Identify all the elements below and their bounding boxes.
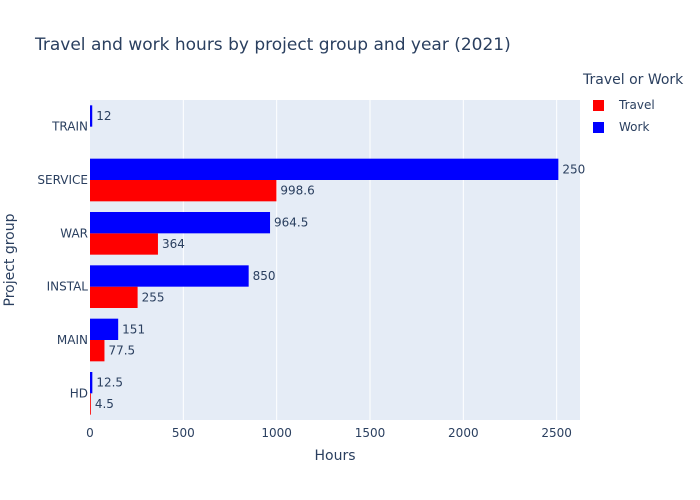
data-label: 250 [562, 162, 585, 176]
data-label: 151 [122, 322, 145, 336]
legend-label-travel: Travel [619, 98, 655, 112]
legend-swatch-work [593, 121, 604, 133]
legend-item-work[interactable]: Work [593, 116, 683, 138]
x-tick-label: 1500 [355, 426, 386, 440]
legend: Travel or Work Travel Work [583, 72, 683, 138]
bars [90, 105, 559, 415]
data-label: 850 [253, 269, 276, 283]
bar-travel[interactable] [90, 233, 158, 255]
bar-travel[interactable] [90, 340, 105, 362]
data-labels: 4.5 77.5 255 364 998.6 12.5 151 850 964.5 250 12 [95, 109, 585, 411]
data-label: 998.6 [280, 184, 314, 198]
data-label: 255 [142, 290, 165, 304]
bar-travel[interactable] [90, 180, 277, 202]
legend-swatch-travel [593, 99, 604, 111]
y-tick-label: HD [70, 386, 88, 400]
bar-work[interactable] [90, 105, 93, 127]
x-tick-label: 2500 [541, 426, 572, 440]
legend-label-work: Work [619, 120, 650, 134]
data-label: 12 [96, 109, 111, 123]
gridlines [182, 100, 558, 420]
y-tick-label: WAR [60, 226, 88, 240]
y-tick-label: MAIN [57, 333, 88, 347]
bar-work[interactable] [90, 265, 249, 287]
data-label: 364 [162, 237, 185, 251]
plot-background [90, 100, 580, 420]
x-tick-label: 2000 [448, 426, 479, 440]
bar-work[interactable] [90, 212, 271, 234]
data-label: 12.5 [96, 376, 123, 390]
bar-work[interactable] [90, 372, 93, 394]
x-tick-label: 0 [86, 426, 94, 440]
data-label: 4.5 [95, 397, 114, 411]
y-tick-label: TRAIN [51, 120, 88, 134]
bar-travel[interactable] [90, 393, 91, 415]
y-tick-label: INSTAL [47, 280, 89, 294]
x-tick-label: 500 [172, 426, 195, 440]
bar-work[interactable] [90, 158, 559, 180]
data-label: 77.5 [108, 344, 135, 358]
legend-item-travel[interactable]: Travel [593, 94, 683, 116]
chart-title: Travel and work hours by project group a… [35, 35, 511, 55]
x-tick-label: 1000 [261, 426, 292, 440]
bar-work[interactable] [90, 318, 119, 340]
x-tick-labels: 0 500 1000 1500 2000 2500 [86, 426, 572, 440]
bar-travel[interactable] [90, 286, 138, 308]
legend-title: Travel or Work [583, 72, 684, 88]
y-axis-label: Project group [2, 213, 18, 307]
x-axis-label: Hours [314, 448, 356, 464]
data-label: 964.5 [274, 216, 308, 230]
y-tick-label: SERVICE [37, 173, 88, 187]
y-tick-labels: HD MAIN INSTAL WAR SERVICE TRAIN [37, 120, 88, 401]
